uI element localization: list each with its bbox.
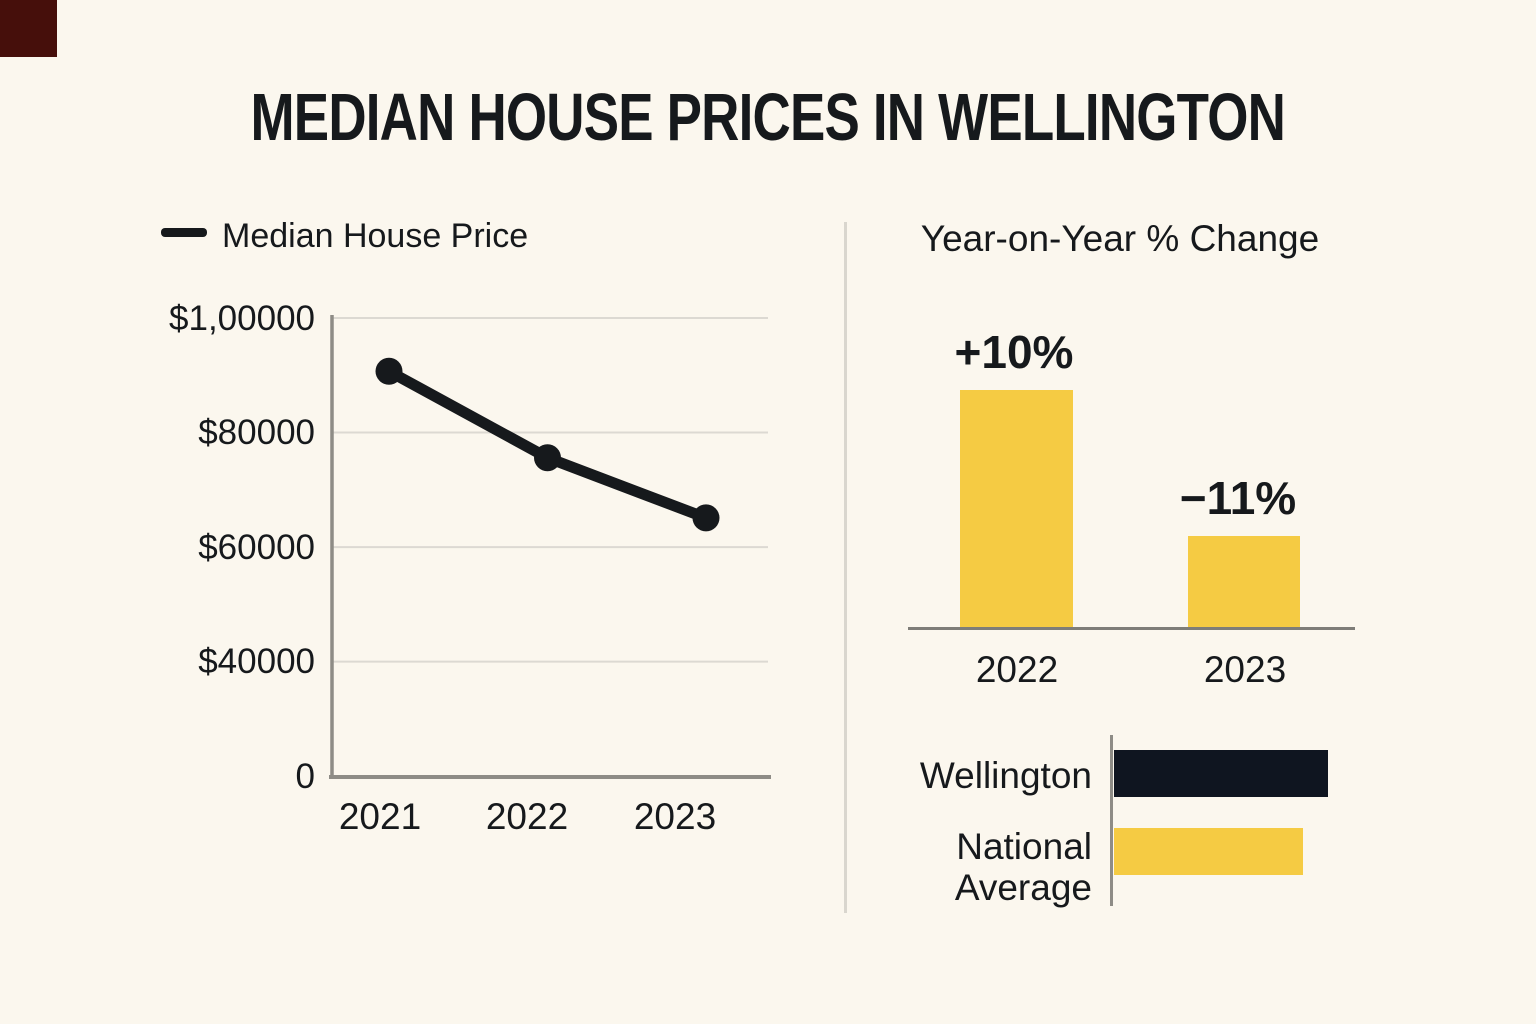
wellington-bar xyxy=(1114,750,1328,797)
y-tick-label: $80000 xyxy=(198,413,315,452)
yoy-bar-2022 xyxy=(960,390,1073,627)
yoy-category-label: 2022 xyxy=(975,649,1059,690)
yoy-chart-title: Year-on-Year % Change xyxy=(920,218,1320,259)
x-tick-label: 2023 xyxy=(633,796,717,837)
legend-line-swatch xyxy=(161,228,207,237)
comparison-label-wellington: Wellington xyxy=(919,755,1092,796)
comparison-label-national-average: National Average xyxy=(954,826,1092,908)
y-tick-label: $60000 xyxy=(198,528,315,567)
yoy-baseline-axis xyxy=(908,627,1355,630)
yoy-value-label: +10% xyxy=(954,326,1074,378)
legend-label: Median House Price xyxy=(222,217,529,255)
median-price-line-chart xyxy=(329,315,771,779)
yoy-value-label: −11% xyxy=(1179,472,1297,524)
page-title-wrap: MEDIAN HOUSE PRICES IN WELLINGTON xyxy=(0,84,1536,151)
panel-divider xyxy=(844,222,847,913)
y-tick-label: $1,00000 xyxy=(169,299,315,338)
x-tick-label: 2022 xyxy=(485,796,569,837)
x-tick-label: 2021 xyxy=(338,796,422,837)
yoy-bar-2023 xyxy=(1188,536,1300,627)
corner-marker-square xyxy=(0,0,57,57)
national-average-bar xyxy=(1114,828,1303,875)
y-tick-label: 0 xyxy=(295,757,315,796)
y-tick-label: $40000 xyxy=(198,642,315,681)
page-title: MEDIAN HOUSE PRICES IN WELLINGTON xyxy=(250,80,1286,155)
comparison-axis xyxy=(1110,735,1113,906)
yoy-category-label: 2023 xyxy=(1203,649,1287,690)
